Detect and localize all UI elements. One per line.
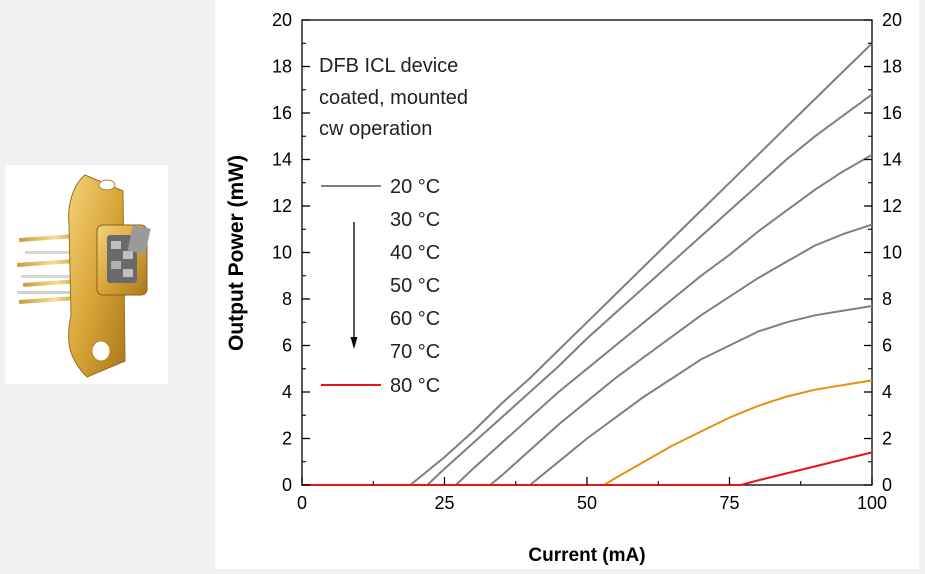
chip-icon [107, 225, 151, 283]
y-tick-label-right-2: 4 [882, 382, 892, 402]
y-tick-label-left-9: 18 [272, 57, 292, 77]
y-tick-label-left-5: 10 [272, 243, 292, 263]
legend-label-40c: 40 °C [390, 242, 440, 264]
legend: 20 °C 30 °C 40 °C 50 °C 60 °C 70 °C 80 °… [321, 176, 440, 397]
plot-area [301, 19, 873, 486]
y-tick-label-right-8: 16 [882, 103, 902, 123]
y-tick-label-left-1: 2 [282, 429, 292, 449]
y-tick-label-left-6: 12 [272, 196, 292, 216]
y-tick-label-left-10: 20 [272, 10, 292, 30]
series-line-1 [302, 93, 873, 486]
y-tick-label-right-6: 12 [882, 196, 902, 216]
y-tick-label-right-5: 10 [882, 243, 902, 263]
legend-label-60c: 60 °C [390, 308, 440, 330]
x-tick-label-2: 50 [577, 493, 597, 513]
y-tick-label-left-2: 4 [282, 382, 292, 402]
annotation-line-1: DFB ICL device [319, 55, 458, 77]
y-tick-label-left-4: 8 [282, 289, 292, 309]
legend-label-50c: 50 °C [390, 275, 440, 297]
y-axis-label: Output Power (mW) [225, 155, 248, 351]
y-tick-label-right-4: 8 [882, 289, 892, 309]
x-axis-label: Current (mA) [528, 545, 645, 566]
series-line-3 [302, 223, 873, 486]
annotation-line-3: cw operation [319, 118, 432, 140]
series-line-5 [302, 379, 873, 486]
x-tick-label-0: 0 [297, 493, 307, 513]
y-tick-label-right-9: 18 [882, 57, 902, 77]
left-panel [0, 0, 215, 569]
y-tick-label-right-7: 14 [882, 150, 902, 170]
y-tick-label-right-0: 0 [882, 475, 892, 495]
series-line-6 [302, 451, 873, 486]
y-tick-label-left-8: 16 [272, 103, 292, 123]
x-tick-label-3: 75 [719, 493, 739, 513]
legend-label-70c: 70 °C [390, 341, 440, 363]
y-tick-label-right-1: 2 [882, 429, 892, 449]
y-tick-label-right-10: 20 [882, 10, 902, 30]
chart-panel: 0 25 50 75 100 0 0 2 2 4 4 6 6 8 8 10 10 12 12 14 14 16 16 18 18… [215, 0, 919, 569]
legend-arrowhead-icon [350, 337, 358, 349]
legend-label-20c: 20 °C [390, 176, 440, 198]
y-tick-label-left-7: 14 [272, 150, 292, 170]
device-photo [5, 165, 168, 384]
legend-label-30c: 30 °C [390, 209, 440, 231]
series-line-2 [302, 154, 873, 486]
y-tick-label-right-3: 6 [882, 336, 892, 356]
x-tick-label-1: 25 [434, 493, 454, 513]
legend-label-80c: 80 °C [390, 375, 440, 397]
series-line-0 [302, 42, 873, 486]
y-tick-label-left-0: 0 [282, 475, 292, 495]
y-tick-label-left-3: 6 [282, 336, 292, 356]
annotation-line-2: coated, mounted [319, 87, 468, 109]
series-line-4 [302, 305, 873, 486]
x-tick-label-4: 100 [857, 493, 887, 513]
